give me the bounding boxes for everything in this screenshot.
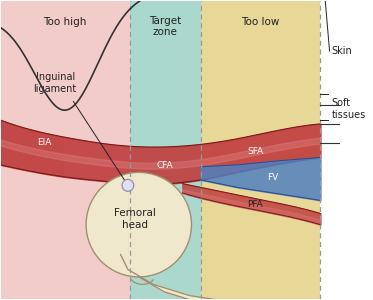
Text: EIA: EIA xyxy=(37,138,51,147)
Polygon shape xyxy=(1,120,64,177)
Text: Soft
tissues: Soft tissues xyxy=(331,98,366,120)
Text: Skin: Skin xyxy=(331,46,352,56)
Bar xyxy=(320,1,364,299)
Ellipse shape xyxy=(86,172,191,277)
Polygon shape xyxy=(120,254,310,300)
Text: CFA: CFA xyxy=(157,161,173,170)
Text: Too low: Too low xyxy=(241,17,280,28)
Text: FV: FV xyxy=(267,172,279,182)
Text: Inguinal
ligament: Inguinal ligament xyxy=(34,72,77,94)
Text: SFA: SFA xyxy=(247,147,263,156)
Bar xyxy=(201,1,320,299)
Circle shape xyxy=(122,179,134,191)
Bar xyxy=(130,1,201,299)
Text: Too high: Too high xyxy=(44,17,87,28)
Text: Target
zone: Target zone xyxy=(149,16,181,37)
Bar xyxy=(1,1,130,299)
Text: Femoral
head: Femoral head xyxy=(114,208,156,230)
Text: PFA: PFA xyxy=(247,200,263,208)
